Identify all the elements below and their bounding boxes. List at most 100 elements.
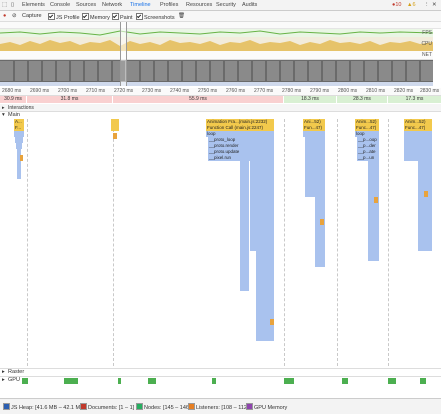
tab-network[interactable]: Network: [102, 2, 123, 8]
flame-block[interactable]: [270, 319, 274, 325]
flame-block-column[interactable]: [250, 161, 274, 251]
frame-block[interactable]: 31.8 ms: [27, 96, 112, 103]
tab-sources[interactable]: Sources: [76, 2, 97, 8]
inspect-element-icon[interactable]: ⬚: [2, 2, 8, 8]
gpu-segment[interactable]: [420, 378, 426, 384]
flame-block-loop[interactable]: loop: [206, 131, 274, 137]
nodes-counter[interactable]: Nodes: [145 – 146]: [136, 403, 190, 411]
expand-triangle-icon[interactable]: ▸: [2, 377, 5, 383]
flame-block-function[interactable]: Func...47): [404, 125, 432, 131]
flame-block[interactable]: [17, 149, 21, 179]
trash-icon[interactable]: 🗑: [178, 13, 185, 19]
flame-block[interactable]: [15, 137, 23, 143]
gpu-segment[interactable]: [284, 378, 294, 384]
tab-resources[interactable]: Resources: [186, 2, 213, 8]
flame-block-column[interactable]: [368, 161, 379, 261]
frame-block[interactable]: 18.3 ms: [284, 96, 336, 103]
flame-block[interactable]: [374, 197, 378, 203]
close-icon[interactable]: ✕: [432, 2, 437, 8]
flame-block-column[interactable]: [256, 251, 274, 341]
flame-block-column[interactable]: [240, 161, 249, 291]
flame-block-animation[interactable]: Ani...52): [303, 119, 325, 125]
paint-checkbox[interactable]: Paint: [112, 13, 133, 21]
flame-block-animation[interactable]: A...: [14, 119, 24, 125]
record-icon[interactable]: ●: [3, 13, 7, 19]
flame-block-animation-frame[interactable]: Animation Fra...(main.js:2232): [206, 119, 274, 125]
flame-block[interactable]: [113, 133, 117, 139]
flame-block[interactable]: __p...ate: [357, 149, 379, 155]
screenshots-checkbox[interactable]: Screenshots: [136, 13, 175, 21]
overview-ruler: [0, 22, 441, 29]
interactions-track[interactable]: ▸ Interactions: [0, 104, 441, 112]
collapse-triangle-icon[interactable]: ▾: [2, 112, 5, 118]
listeners-label: Listeners: [108 – 112]: [196, 405, 249, 411]
flame-block[interactable]: [303, 131, 325, 137]
overview-selection-window[interactable]: [120, 22, 127, 86]
flame-block-animation[interactable]: Anim...52): [355, 119, 379, 125]
gpu-segment[interactable]: [342, 378, 348, 384]
fps-overview[interactable]: FPS: [0, 29, 434, 37]
tab-profiles[interactable]: Profiles: [160, 2, 179, 8]
flame-block-proto-loop[interactable]: __proto_loop: [208, 137, 274, 143]
flame-block[interactable]: [111, 119, 119, 131]
js-profile-checkbox[interactable]: JS Profile: [48, 13, 80, 21]
flame-block[interactable]: [14, 131, 24, 137]
flame-block[interactable]: __p...oop: [357, 137, 379, 143]
tab-console[interactable]: Console: [50, 2, 71, 8]
flame-block-column[interactable]: [305, 137, 325, 197]
flame-block-function[interactable]: F...: [14, 125, 24, 131]
frame-block[interactable]: 17.3 ms: [388, 96, 441, 103]
flame-block[interactable]: [20, 155, 23, 161]
ruler-tick: 2750 ms: [198, 88, 218, 94]
error-count-icon[interactable]: ●10: [392, 2, 402, 8]
gpu-segment[interactable]: [212, 378, 216, 384]
documents-counter[interactable]: Documents: [1 – 1]: [80, 403, 134, 411]
flame-block-function[interactable]: Func...47): [355, 125, 379, 131]
screenshots-strip[interactable]: [0, 60, 433, 82]
flame-block[interactable]: __p...un: [357, 155, 379, 161]
flame-block-proto-render[interactable]: __proto.render: [208, 143, 274, 149]
raster-track[interactable]: ▸ Raster: [0, 368, 441, 376]
js-heap-counter[interactable]: JS Heap: [41.6 MB – 42.1 MB]: [3, 403, 85, 411]
clear-icon[interactable]: ⊘: [12, 13, 17, 19]
memory-checkbox[interactable]: Memory: [82, 13, 110, 21]
main-track-header[interactable]: ▾ Main: [0, 112, 441, 119]
gpu-memory-counter[interactable]: GPU Memory: [246, 403, 287, 411]
flame-block-proto-update[interactable]: __proto.update: [208, 149, 274, 155]
flame-block[interactable]: [16, 143, 22, 149]
flame-block-column[interactable]: [418, 161, 432, 251]
gpu-segment[interactable]: [22, 378, 28, 384]
gpu-track[interactable]: ▸ GPU: [0, 376, 441, 384]
screenshots-thumbnails: [0, 61, 433, 81]
device-mode-icon[interactable]: ▯: [11, 2, 15, 8]
frame-block[interactable]: 28.3 ms: [337, 96, 387, 103]
flame-block-column[interactable]: [315, 197, 325, 267]
frame-block[interactable]: 30.9 ms: [0, 96, 26, 103]
flame-block[interactable]: [320, 219, 324, 225]
tab-audits[interactable]: Audits: [242, 2, 258, 8]
gpu-segment[interactable]: [148, 378, 156, 384]
flame-block-loop[interactable]: loop: [355, 131, 379, 137]
gpu-segment[interactable]: [118, 378, 121, 384]
gpu-segment[interactable]: [64, 378, 78, 384]
expand-triangle-icon[interactable]: ▸: [2, 105, 5, 111]
net-overview[interactable]: NET: [0, 51, 433, 60]
flame-block-animation[interactable]: Anim...52): [404, 119, 432, 125]
flame-block-column[interactable]: [404, 131, 432, 161]
listeners-counter[interactable]: Listeners: [108 – 112]: [188, 403, 249, 411]
warning-count-icon[interactable]: ▲6: [407, 2, 416, 8]
frame-block[interactable]: 55.9 ms: [113, 96, 283, 103]
tab-security[interactable]: Security: [216, 2, 236, 8]
flame-block-function-call[interactable]: Function Call (main.js:2247): [206, 125, 274, 131]
flame-block-function[interactable]: Fun...47): [303, 125, 325, 131]
tab-timeline[interactable]: Timeline: [130, 2, 151, 8]
expand-triangle-icon[interactable]: ▸: [2, 369, 5, 375]
flame-block[interactable]: __p...der: [357, 143, 379, 149]
cpu-overview[interactable]: CPU: [0, 37, 433, 51]
main-flame-chart[interactable]: A... F... Animation Fra...(main.js:2232)…: [0, 119, 441, 366]
flame-block-pixel-run[interactable]: __pixel.run: [208, 155, 274, 161]
flame-block[interactable]: [424, 191, 428, 197]
gpu-segment[interactable]: [388, 378, 396, 384]
menu-icon[interactable]: ⋮: [424, 2, 430, 8]
tab-elements[interactable]: Elements: [22, 2, 45, 8]
